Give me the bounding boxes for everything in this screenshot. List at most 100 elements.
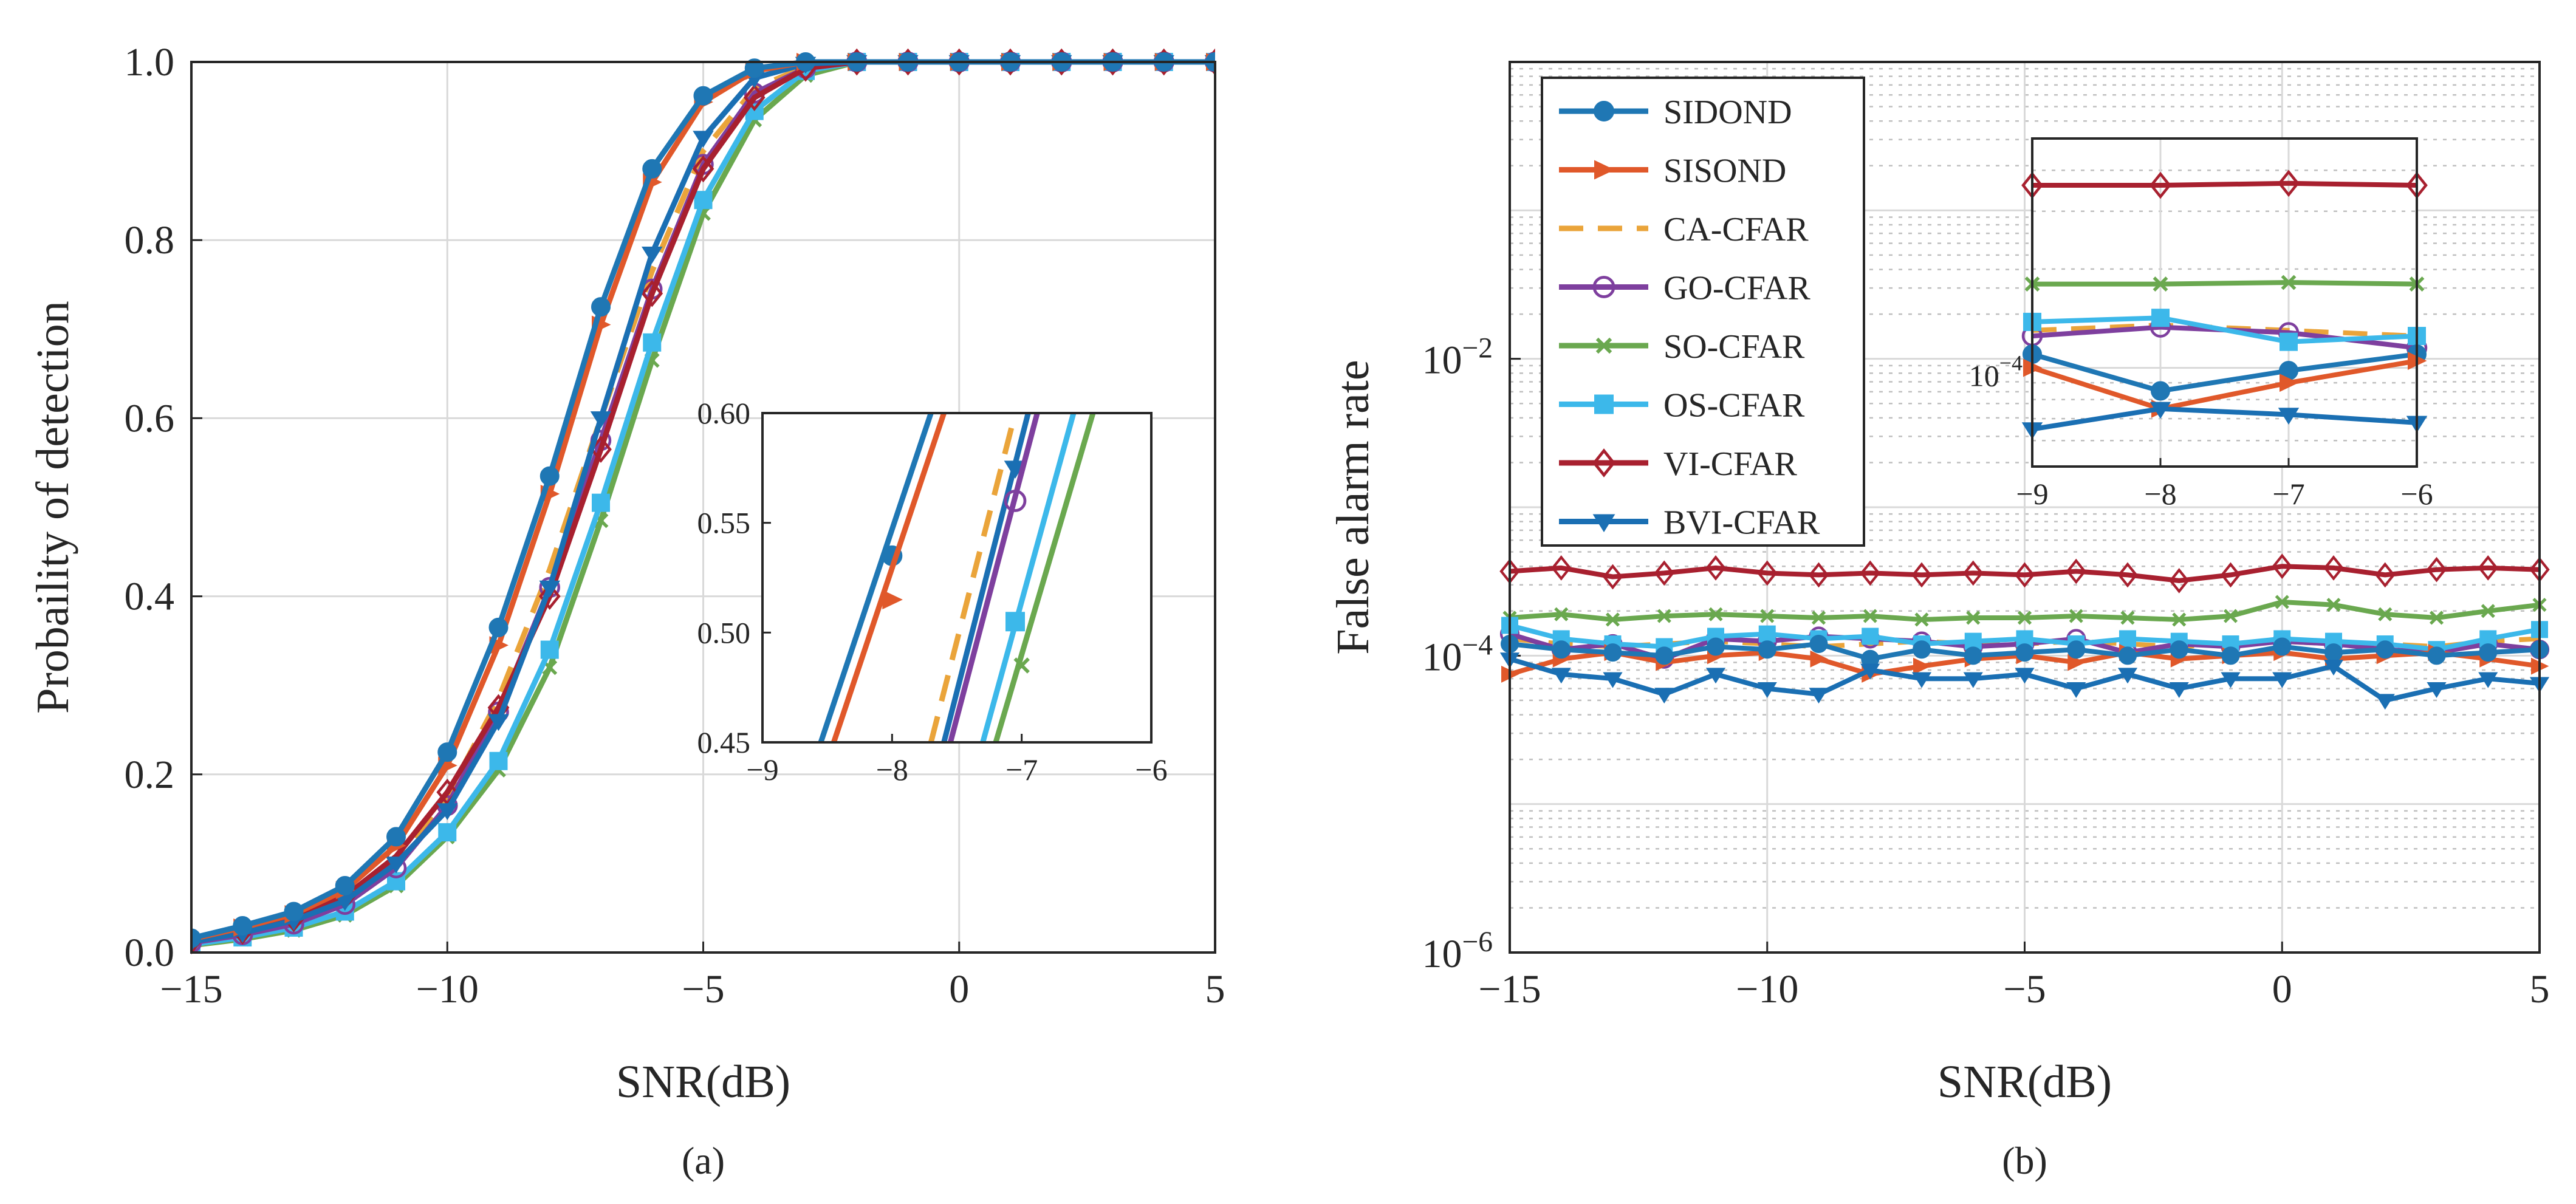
inset-line-sidond — [2031, 352, 2417, 394]
data-point-os-cfar — [1758, 625, 1776, 643]
data-point-os-cfar — [592, 493, 610, 512]
inset-marker-vi-cfar — [2150, 171, 2171, 199]
data-point-vi-cfar — [1860, 560, 1880, 586]
y-tick-label: 0.2 — [125, 753, 175, 797]
legend-label-sidond: SIDOND — [1663, 94, 1792, 131]
legend-label-bvi-cfar: BVI-CFAR — [1663, 504, 1820, 542]
data-point-os-cfar — [489, 751, 508, 770]
inset-y-tick-label: 0.50 — [697, 615, 751, 649]
inset-y-tick-label: 0.45 — [697, 725, 751, 759]
data-point-bvi-cfar — [1705, 668, 1726, 684]
inset-lines — [818, 413, 1096, 742]
data-point-so-cfar — [1914, 612, 1929, 627]
data-point-vi-cfar — [1757, 560, 1778, 586]
inset-x-tick-label: −9 — [2016, 477, 2048, 511]
data-point-sidond — [2067, 640, 2086, 659]
inset-marker-vi-cfar — [2278, 169, 2300, 197]
inset-x-tick-label: −6 — [1135, 753, 1167, 787]
data-point-bvi-cfar — [2117, 668, 2138, 684]
data-point-sidond — [2170, 640, 2188, 659]
inset-marker-go-cfar — [1004, 490, 1027, 512]
data-point-sidond — [2427, 646, 2446, 665]
data-point-vi-cfar — [2375, 562, 2396, 588]
data-point-so-cfar — [2120, 611, 2135, 625]
data-point-vi-cfar — [1654, 560, 1674, 586]
data-point-sidond — [2324, 643, 2343, 662]
panel-label-b: (b) — [2002, 1139, 2047, 1182]
data-point-os-cfar — [694, 191, 713, 210]
inset-marker-so-cfar — [2153, 276, 2168, 292]
y-tick-label: 10−6 — [1422, 926, 1493, 976]
data-point-vi-cfar — [1551, 555, 1572, 581]
inset-y-tick-label: 10−4 — [1969, 351, 2023, 392]
data-point-vi-cfar — [1911, 562, 1932, 588]
x-tick-label: −10 — [1736, 967, 1798, 1011]
legend-label-vi-cfar: VI-CFAR — [1663, 445, 1798, 483]
data-point-bvi-cfar — [2272, 672, 2292, 688]
data-point-sidond — [1603, 643, 1622, 662]
y-axis-label: Probaility of detection — [27, 301, 78, 714]
data-point-sisond — [1810, 650, 1828, 668]
inset-line-go-cfar — [947, 413, 1040, 742]
data-point-bvi-cfar — [437, 803, 458, 820]
data-point-sidond — [2273, 637, 2292, 656]
data-point-vi-cfar — [2014, 562, 2035, 588]
inset-line-os-cfar — [980, 413, 1077, 742]
inset-y-tick-label: 0.60 — [697, 396, 751, 430]
inset-marker-sidond — [2151, 381, 2170, 401]
y-tick-label: 0.4 — [125, 575, 175, 619]
data-point-so-cfar — [2378, 607, 2393, 621]
data-point-bvi-cfar — [2323, 660, 2344, 676]
data-point-so-cfar — [2326, 598, 2341, 612]
inset-a: −9 −8 −7 −6 0.45 0.50 0.55 0.60 — [697, 396, 1168, 787]
inset-line-sidond — [818, 413, 934, 742]
data-point-bvi-cfar — [1603, 672, 1623, 688]
legend-label-os-cfar: OS-CFAR — [1663, 387, 1805, 425]
axes-box — [1509, 61, 2541, 954]
data-point-sidond — [488, 617, 509, 637]
inset-marker-so-cfar — [1013, 657, 1030, 674]
data-point-so-cfar — [1554, 607, 1569, 621]
inset-line-sisond — [2031, 358, 2417, 412]
data-point-os-cfar — [643, 333, 662, 352]
data-point-bvi-cfar — [2427, 682, 2447, 698]
data-point-so-cfar — [2017, 611, 2032, 625]
data-point-sidond — [1655, 646, 1674, 665]
data-point-vi-cfar — [2323, 555, 2344, 581]
data-point-bvi-cfar — [1757, 682, 1777, 698]
data-point-bvi-cfar — [1963, 672, 1983, 688]
legend-marker-sisond — [1594, 160, 1615, 180]
data-point-so-cfar — [1760, 609, 1775, 623]
x-tick-label: 5 — [1205, 967, 1225, 1011]
x-tick-label: −15 — [1478, 967, 1541, 1011]
inset-line-so-cfar — [993, 413, 1096, 742]
inset-box — [761, 412, 1153, 744]
data-point-sidond — [437, 742, 457, 762]
data-point-sidond — [1707, 637, 1725, 656]
inset-marker-bvi-cfar — [2150, 402, 2171, 419]
data-point-vi-cfar — [1963, 560, 1984, 586]
axes-box — [190, 61, 1216, 954]
data-point-bvi-cfar — [1809, 688, 1829, 704]
data-point-so-cfar — [1966, 611, 1981, 625]
legend-marker-os-cfar — [1594, 394, 1614, 414]
data-point-bvi-cfar — [2066, 682, 2086, 698]
inset-marker-os-cfar — [2151, 309, 2170, 327]
data-point-so-cfar — [2223, 609, 2238, 623]
data-point-bvi-cfar — [1654, 688, 1674, 704]
data-point-sisond — [1913, 657, 1931, 675]
panel-label-a: (a) — [682, 1139, 725, 1182]
legend-label-sisond: SISOND — [1663, 152, 1786, 190]
data-point-os-cfar — [540, 640, 559, 659]
inset-line-sisond — [831, 413, 947, 742]
legend-marker-go-cfar — [1592, 276, 1615, 298]
data-point-so-cfar — [1863, 609, 1877, 623]
y-tick-label: 0.6 — [125, 396, 175, 440]
legend-marker-so-cfar — [1595, 337, 1612, 354]
data-point-vi-cfar — [2426, 556, 2447, 583]
data-point-vi-cfar — [2066, 558, 2086, 584]
inset-line-os-cfar — [2032, 315, 2417, 344]
data-point-vi-cfar — [692, 155, 714, 183]
x-tick-label: −15 — [160, 967, 222, 1011]
